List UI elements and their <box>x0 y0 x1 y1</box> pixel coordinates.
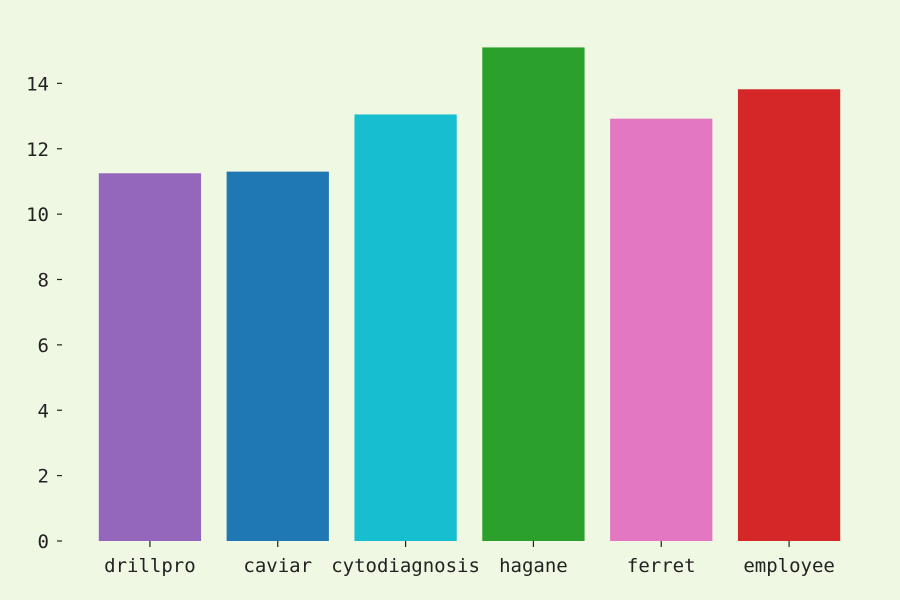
bar-hagane <box>482 47 585 542</box>
x-tick-label: hagane <box>499 555 568 577</box>
x-tick-label: drillpro <box>104 555 196 577</box>
bar-cytodiagnosis <box>354 114 457 542</box>
y-tick-label: 0 <box>38 531 49 553</box>
y-tick-label: 2 <box>38 466 49 488</box>
x-tick-label: caviar <box>243 555 312 577</box>
x-tick-label: ferret <box>627 555 696 577</box>
x-tick-label: cytodiagnosis <box>331 555 480 577</box>
y-tick-label: 14 <box>26 73 49 95</box>
x-axis: drillpro caviar cytodiagnosis hagane ferret e… <box>104 541 835 577</box>
y-axis: 0 2 4 6 8 10 12 14 <box>26 73 62 553</box>
y-tick-label: 4 <box>38 400 49 422</box>
bars-layer <box>98 47 841 542</box>
bar-ferret <box>610 118 713 542</box>
y-tick-label: 6 <box>38 335 49 357</box>
y-tick-label: 10 <box>26 204 49 226</box>
bar-drillpro <box>98 173 202 541</box>
bar-caviar <box>226 171 329 541</box>
bar-employee <box>737 89 841 541</box>
x-tick-label: employee <box>743 555 835 577</box>
y-tick-label: 12 <box>26 139 49 161</box>
y-tick-label: 8 <box>38 270 49 292</box>
